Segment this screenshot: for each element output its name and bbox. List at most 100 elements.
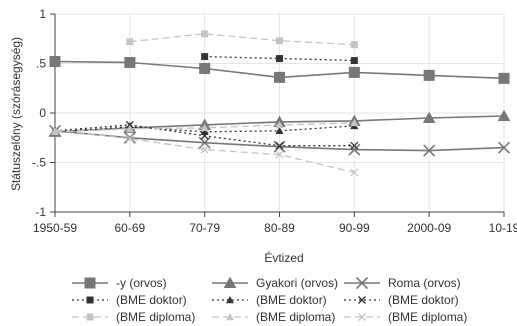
x-axis-title: Évtized (264, 250, 303, 265)
data-point-square (201, 30, 209, 38)
data-point-x-stroke (355, 276, 369, 290)
data-point-x-stroke (350, 168, 359, 177)
x-tick-label: 70-79 (189, 221, 220, 235)
y-tick-label: -1 (35, 205, 46, 219)
data-point-x (348, 143, 361, 156)
data-point-square (124, 57, 136, 69)
series-group (48, 30, 511, 177)
data-point-x (200, 131, 209, 140)
data-point-x (123, 131, 136, 144)
data-point-x (200, 145, 209, 154)
legend-label: (BME doktor) (388, 293, 459, 307)
data-point-triangle (50, 127, 60, 136)
x-tick-label: 80-89 (264, 221, 295, 235)
data-point-x (275, 150, 284, 159)
y-tick-label: -.5 (32, 156, 46, 170)
data-point-square (350, 57, 358, 65)
legend-item-2: Gyakori (orvos) (212, 276, 338, 290)
data-point-x (273, 140, 286, 153)
data-point-square (276, 37, 283, 45)
legend-label: (BME diploma) (116, 310, 195, 324)
series-line (129, 33, 355, 46)
legend-item-8: (BME diploma) (212, 310, 335, 324)
data-point-triangle (225, 295, 235, 304)
data-point-square (86, 296, 94, 304)
data-point-x (350, 141, 359, 150)
data-point-triangle (275, 126, 284, 135)
legend-item-3: Roma (orvos) (344, 276, 461, 290)
data-point-triangle (200, 123, 209, 132)
legend: -y (orvos) Gyakori (orvos) Roma (orvos) (BM… (72, 276, 467, 324)
data-point-x (51, 125, 59, 134)
legend-item-6: (BME doktor) (344, 293, 459, 307)
axes: 1 .5 0 -.5 -1 1950-59 60-69 70-79 80-89 90-99 2000… (32, 7, 517, 235)
data-point-triangle (350, 118, 359, 127)
data-point-x-stroke (273, 140, 286, 153)
legend-item-9: (BME diploma) (344, 310, 467, 324)
data-point-square (350, 41, 358, 49)
series-4 (201, 53, 358, 65)
legend-item-7: (BME diploma) (72, 310, 195, 324)
data-point-square (276, 55, 283, 63)
data-point-triangle (225, 312, 235, 321)
data-point-x-stroke (497, 141, 511, 154)
x-tick-label: 2000-09 (407, 221, 451, 235)
legend-label: Roma (orvos) (388, 276, 461, 290)
data-point-x-stroke (348, 143, 361, 156)
data-point-x-stroke (125, 134, 134, 143)
data-point-x-stroke (358, 313, 366, 321)
y-tick-label: .5 (36, 57, 46, 71)
data-point-x (497, 141, 511, 154)
series-8 (50, 118, 359, 136)
data-point-x-stroke (350, 141, 359, 150)
data-point-triangle (125, 124, 134, 133)
x-tick-label: 90-99 (339, 221, 370, 235)
data-point-triangle (223, 276, 237, 289)
series-7 (126, 30, 358, 49)
data-point-x-stroke (275, 141, 284, 150)
legend-label: (BME diploma) (256, 310, 335, 324)
data-point-x (275, 141, 284, 150)
data-point-square (84, 277, 96, 289)
y-axis-title: Státuszelőny (szórásegység) (9, 37, 23, 191)
data-point-square (348, 66, 360, 78)
legend-item-5: (BME doktor) (212, 293, 327, 307)
data-point-triangle (497, 109, 511, 122)
x-tick-label: 10-19 (489, 221, 517, 235)
series-1 (49, 56, 510, 84)
legend-item-1: -y (orvos) (72, 276, 167, 290)
data-point-square (498, 72, 510, 84)
y-tick-label: 1 (39, 7, 46, 21)
data-point-square (86, 313, 94, 321)
data-point-triangle (422, 111, 436, 124)
legend-item-4: (BME doktor) (72, 293, 187, 307)
data-point-square (201, 53, 209, 61)
data-point-triangle (275, 120, 284, 129)
y-tick-label: 0 (39, 106, 46, 120)
data-point-x-stroke (123, 131, 136, 144)
data-point-x (350, 168, 359, 177)
data-point-x (125, 134, 134, 143)
data-point-x-stroke (200, 145, 209, 154)
data-point-x-stroke (358, 296, 366, 304)
data-point-x-stroke (275, 150, 284, 159)
data-point-x (423, 144, 436, 157)
data-point-square (274, 71, 285, 83)
data-point-square (126, 38, 134, 46)
legend-label: (BME doktor) (116, 293, 187, 307)
x-tick-label: 60-69 (114, 221, 145, 235)
data-point-x-stroke (423, 144, 436, 157)
data-point-x-stroke (200, 131, 209, 140)
data-point-square (49, 56, 61, 68)
series-9 (51, 125, 359, 177)
data-point-square (199, 62, 211, 74)
x-tick-label: 1950-59 (33, 221, 77, 235)
data-point-x (358, 313, 366, 321)
legend-label: -y (orvos) (116, 276, 167, 290)
data-point-square (423, 69, 435, 81)
legend-label: Gyakori (orvos) (256, 276, 338, 290)
legend-label: (BME doktor) (256, 293, 327, 307)
data-point-x-stroke (51, 125, 59, 134)
legend-label: (BME diploma) (388, 310, 467, 324)
